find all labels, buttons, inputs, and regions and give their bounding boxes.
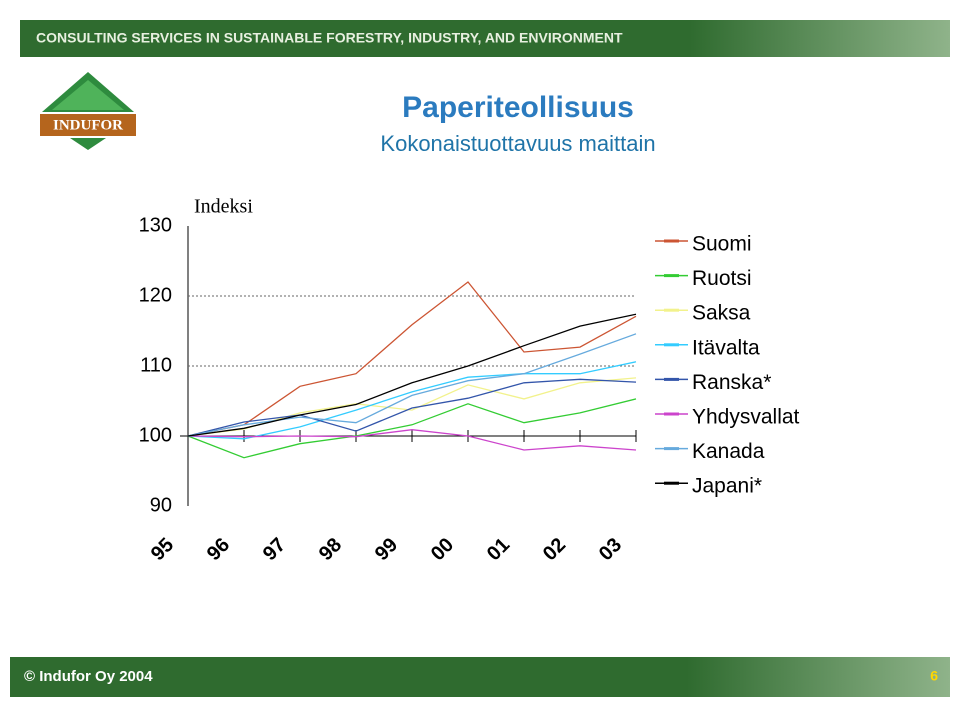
series-line [187, 361, 637, 440]
y-tick-label: 100 [139, 424, 172, 446]
x-tick-label: 97 [259, 534, 290, 565]
y-tick-label: 90 [150, 494, 172, 516]
x-tick-label: 98 [315, 534, 346, 565]
series-line [187, 378, 637, 437]
x-tick-label: 03 [595, 534, 626, 565]
legend-label: Kanada [692, 440, 765, 463]
logo-text: INDUFOR [53, 117, 123, 133]
series-line [187, 281, 637, 437]
legend-label: Ruotsi [692, 267, 752, 290]
series-line [187, 429, 637, 451]
chart-title: Paperiteollisuus [402, 91, 634, 124]
legend-label: Japani* [692, 475, 762, 498]
legend-label: Itävalta [692, 336, 760, 359]
x-tick-label: 01 [483, 534, 514, 565]
header-bar [20, 20, 950, 57]
series-line [187, 377, 637, 437]
header-text: CONSULTING SERVICES IN SUSTAINABLE FORES… [36, 30, 623, 46]
x-tick-label: 95 [147, 534, 178, 565]
chart-subtitle: Kokonaistuottavuus maittain [380, 131, 655, 156]
footer-text: © Indufor Oy 2004 [24, 668, 153, 685]
legend-label: Yhdysvallat [692, 406, 800, 429]
page-number: 6 [930, 668, 938, 684]
legend-label: Suomi [692, 233, 752, 256]
y-axis-label: Indeksi [194, 196, 253, 218]
legend-label: Ranska* [692, 371, 771, 394]
x-tick-label: 00 [427, 534, 458, 565]
y-tick-label: 120 [139, 284, 172, 306]
footer-bar [10, 657, 950, 697]
x-tick-label: 02 [539, 534, 570, 565]
series-line [187, 333, 637, 437]
x-tick-label: 96 [203, 534, 234, 565]
series-line [187, 313, 637, 437]
series-line [187, 398, 637, 459]
y-tick-label: 110 [140, 354, 172, 376]
y-tick-label: 130 [139, 214, 172, 236]
logo: INDUFOR [40, 72, 136, 150]
x-tick-label: 99 [371, 534, 402, 565]
legend-label: Saksa [692, 302, 751, 325]
